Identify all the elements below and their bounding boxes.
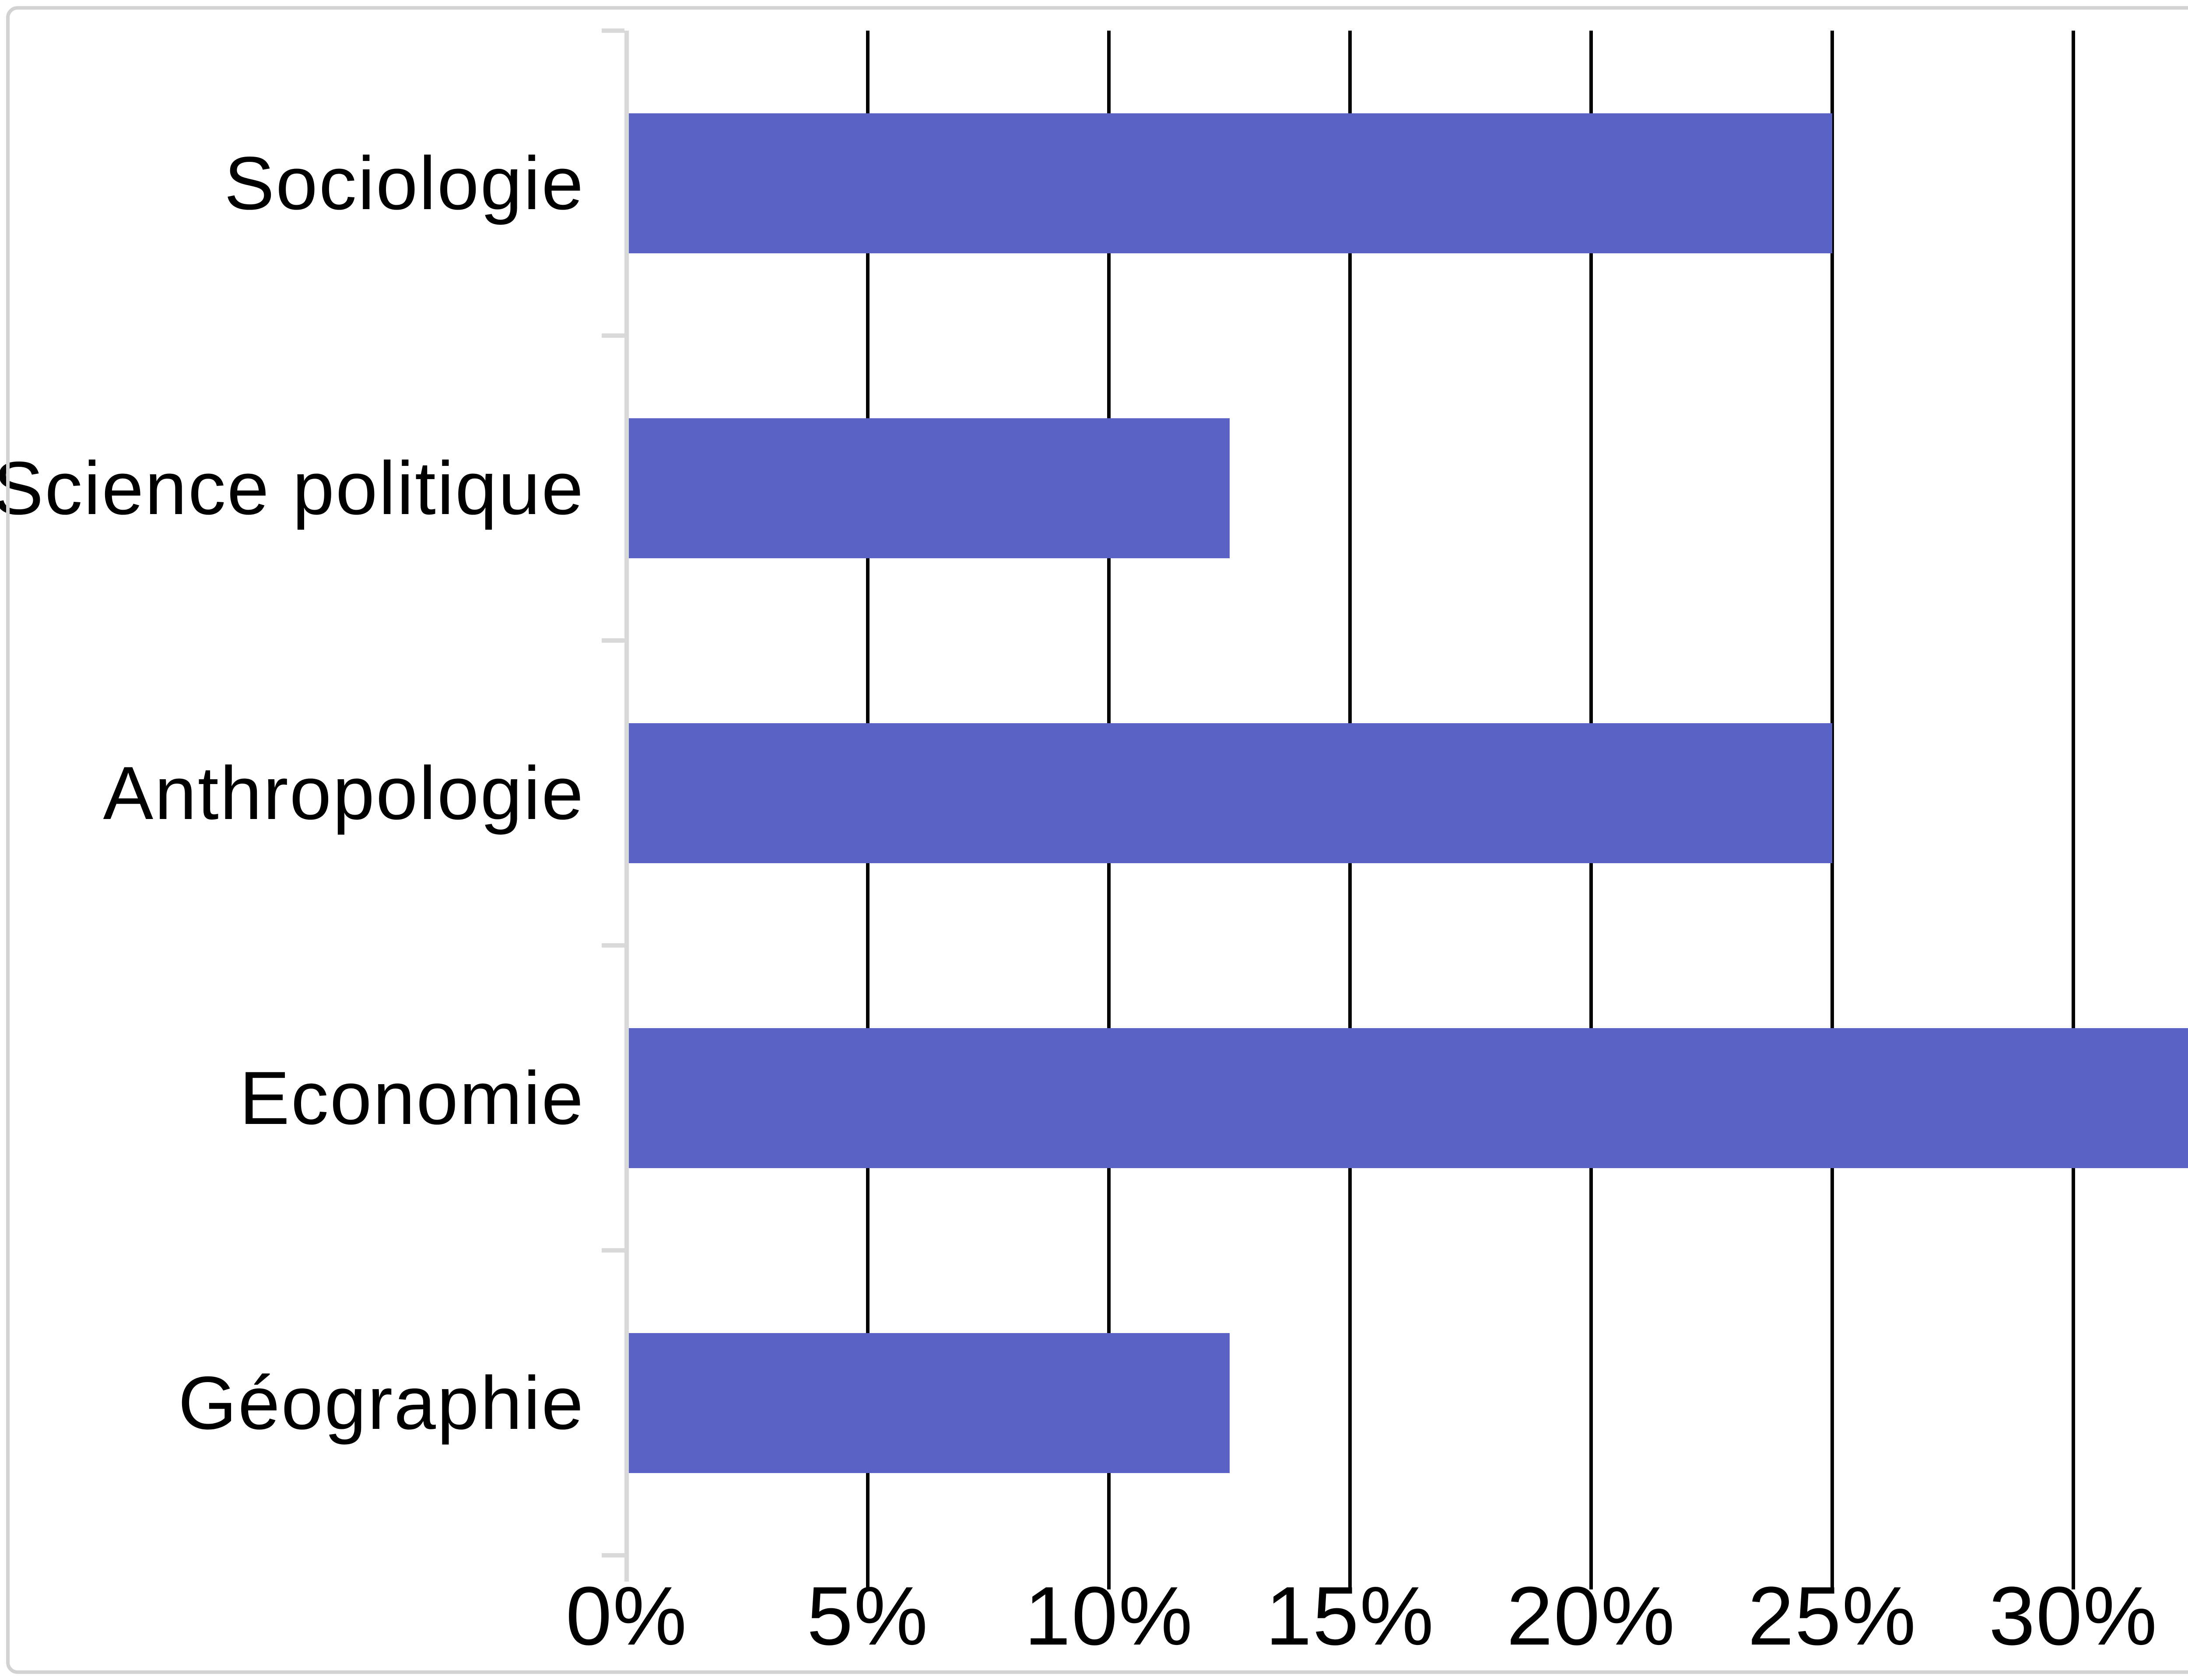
category-label-2: Anthropologie	[103, 751, 585, 835]
x-tick-label-15pct: 15%	[1265, 1570, 1435, 1662]
category-axis-tick	[602, 28, 624, 33]
x-tick-label-10pct: 10%	[1024, 1570, 1194, 1662]
category-label-0: Sociologie	[224, 141, 585, 225]
gridline-30pct	[2072, 31, 2075, 1589]
category-label-3: Economie	[239, 1056, 585, 1140]
bar-4	[627, 1333, 1230, 1473]
category-label-1: Science politique	[0, 446, 585, 530]
category-axis-tick	[602, 943, 624, 948]
bar-3	[627, 1028, 2188, 1168]
category-axis-tick	[602, 333, 624, 338]
category-axis-tick	[602, 638, 624, 643]
gridline-25pct	[1830, 31, 1834, 1589]
category-axis-line	[624, 31, 629, 1582]
x-tick-label-5pct: 5%	[806, 1570, 929, 1662]
x-tick-label-20pct: 20%	[1506, 1570, 1676, 1662]
x-tick-label-25pct: 25%	[1747, 1570, 1917, 1662]
bar-0	[627, 113, 1832, 253]
bar-1	[627, 418, 1230, 558]
category-label-4: Géographie	[178, 1361, 585, 1445]
x-tick-label-30pct: 30%	[1988, 1570, 2158, 1662]
bar-2	[627, 723, 1832, 863]
x-tick-label-0pct: 0%	[565, 1570, 688, 1662]
category-axis-tick	[602, 1553, 624, 1558]
category-axis-tick	[602, 1248, 624, 1253]
